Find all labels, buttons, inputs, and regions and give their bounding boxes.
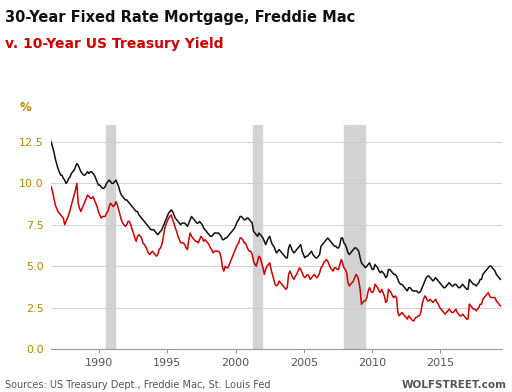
Text: Sources: US Treasury Dept., Freddie Mac, St. Louis Fed: Sources: US Treasury Dept., Freddie Mac,… <box>5 380 271 390</box>
Bar <box>252 125 262 349</box>
Text: 30-Year Fixed Rate Mortgage, Freddie Mac: 30-Year Fixed Rate Mortgage, Freddie Mac <box>5 10 355 25</box>
Text: v. 10-Year US Treasury Yield: v. 10-Year US Treasury Yield <box>5 37 224 51</box>
Text: WOLFSTREET.com: WOLFSTREET.com <box>402 380 507 390</box>
Bar <box>106 125 115 349</box>
Text: %: % <box>19 101 31 114</box>
Bar <box>344 125 365 349</box>
